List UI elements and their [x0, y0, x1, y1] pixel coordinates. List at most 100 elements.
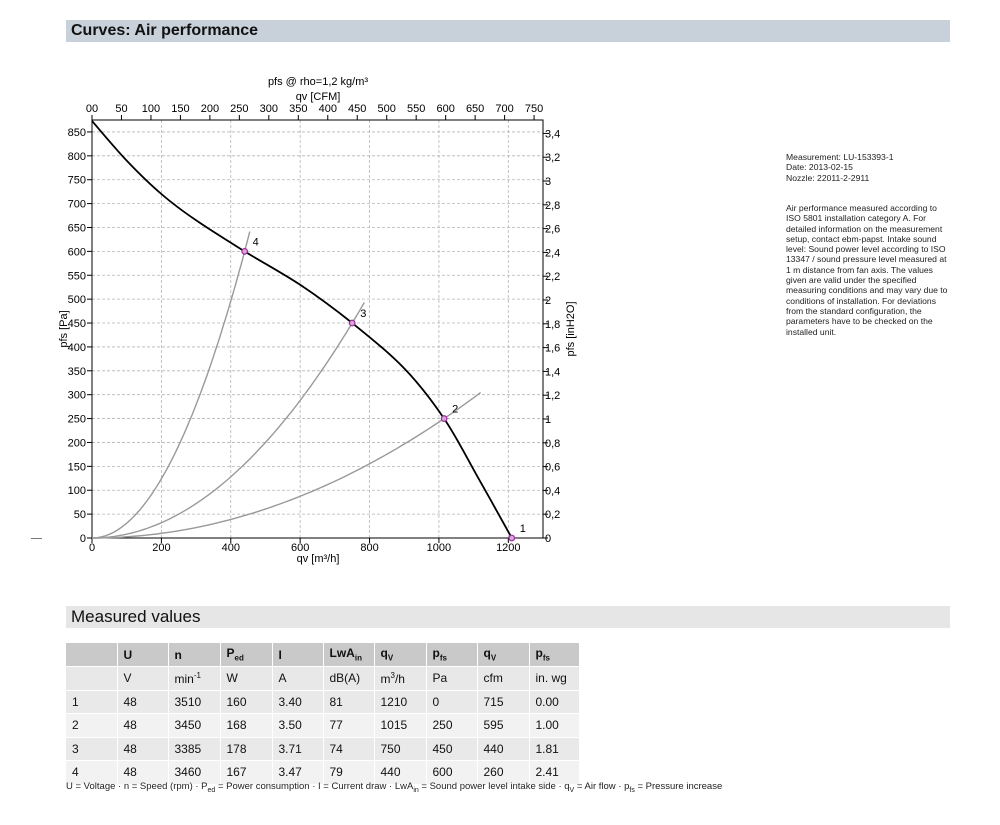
header-cell-ped: Ped — [220, 643, 273, 667]
x-axis-label: qv [m³/h] — [297, 553, 340, 565]
table-cell: 2 — [66, 713, 118, 738]
table-cell: 3450 — [168, 713, 221, 738]
table-cell: 4 — [66, 760, 118, 785]
table-cell: 0.00 — [529, 690, 580, 714]
x-top-tick-label: 750 — [525, 103, 543, 115]
unit-cell: m3/h — [374, 666, 427, 691]
header-cell-n: n — [168, 643, 221, 667]
y-tick-label: 250 — [68, 414, 86, 426]
table-cell: 77 — [323, 713, 375, 738]
system-curve-2 — [92, 392, 482, 539]
y-tick-label: 850 — [68, 127, 86, 139]
y-tick-label: 700 — [68, 199, 86, 211]
y-right-tick-label: 1,6 — [545, 343, 560, 355]
table-row: 1 48 3510 160 3.40 81 1210 0 715 0.00 — [66, 690, 580, 714]
measurement-info: Measurement: LU-153393-1 Date: 2013-02-1… — [786, 152, 951, 183]
operating-points: 1 2 3 4 — [241, 236, 526, 542]
y-right-tick-label: 0,4 — [545, 485, 560, 497]
y-tick-label: 650 — [68, 222, 86, 234]
y-tick-label: 600 — [68, 246, 86, 258]
table-cell: 2.41 — [529, 760, 580, 785]
x-top-tick-label: 200 — [201, 103, 219, 115]
x-tick-label: 1000 — [427, 542, 451, 554]
measurement-description: Air performance measured according to IS… — [786, 203, 948, 337]
table-cell: 250 — [426, 713, 478, 738]
y-tick-label: 500 — [68, 294, 86, 306]
y-tick-label: 200 — [68, 437, 86, 449]
table-cell: 3.71 — [272, 737, 324, 761]
y-tick-label: 400 — [68, 342, 86, 354]
x-top-tick-label: 300 — [260, 103, 278, 115]
unit-cell: min-1 — [168, 666, 221, 691]
x-top-tick-label: 650 — [466, 103, 484, 115]
curves-section-header: Curves: Air performance — [66, 20, 950, 42]
x-tick-label: 0 — [89, 542, 95, 554]
measurement-nozzle: Nozzle: 22011-2-2911 — [786, 172, 870, 183]
y-right-tick-label: 0,6 — [545, 462, 560, 474]
plot-frame — [91, 119, 544, 539]
operating-point-label-3: 3 — [360, 308, 366, 320]
measurement-id: Measurement: LU-153393-1 — [786, 152, 894, 162]
x-tick-label: 400 — [222, 542, 240, 554]
header-cell-lwa: LwAin — [323, 643, 375, 667]
curves-section-title: Curves: Air performance — [71, 22, 259, 39]
header-cell-qv: qV — [374, 643, 427, 667]
x-top-tick-label: 00 — [86, 103, 98, 115]
table-cell: 48 — [117, 760, 169, 785]
table-cell: 1.81 — [529, 737, 580, 761]
table-units-row: V min-1 W A dB(A) m3/h Pa cfm in. wg — [66, 666, 580, 691]
y-axis-label: pfs [Pa] — [58, 310, 70, 347]
y-tick-label: 750 — [68, 175, 86, 187]
y-tick-label: 150 — [68, 461, 86, 473]
table-cell: 3 — [66, 737, 118, 761]
y-tick-label: 100 — [68, 485, 86, 497]
table-cell: 160 — [220, 690, 273, 714]
table-cell: 167 — [220, 760, 273, 785]
table-cell: 3460 — [168, 760, 221, 785]
x-tick-label: 800 — [360, 542, 378, 554]
header-cell-pfs-inwg: pfs — [529, 643, 580, 667]
x-top-tick-label: 400 — [319, 103, 337, 115]
performance-curve — [91, 120, 513, 539]
system-curves — [91, 231, 482, 539]
y-right-tick-label: 3,4 — [545, 128, 560, 140]
operating-point-label-1: 1 — [520, 523, 526, 535]
header-cell-u: U — [117, 643, 169, 667]
table-cell: 1 — [66, 690, 118, 714]
unit-cell: cfm — [477, 666, 530, 691]
x-top-tick-label: 600 — [436, 103, 454, 115]
table-cell: 3.47 — [272, 760, 324, 785]
x-tick-label: 600 — [291, 542, 309, 554]
operating-point-label-4: 4 — [253, 236, 259, 248]
header-cell-pfs: pfs — [426, 643, 478, 667]
table-cell: 48 — [117, 737, 169, 761]
table-cell: 168 — [220, 713, 273, 738]
measured-section-header: Measured values — [66, 606, 950, 628]
chart-ticks: 0 200 400 600 800 1000 12000501001502002503003… — [68, 103, 561, 554]
table-cell: 81 — [323, 690, 375, 714]
table-cell: 595 — [477, 713, 530, 738]
table-header-row: U n Ped I LwAin qV pfs qV pfs — [66, 643, 580, 667]
operating-point-1 — [508, 534, 516, 542]
unit-cell: V — [117, 666, 169, 691]
unit-cell: W — [220, 666, 273, 691]
table-cell: 1015 — [374, 713, 427, 738]
table-cell: 74 — [323, 737, 375, 761]
x-tick-label: 200 — [152, 542, 170, 554]
table-cell: 440 — [374, 760, 427, 785]
table-cell: 48 — [117, 713, 169, 738]
y-tick-label: 300 — [68, 390, 86, 402]
unit-cell: dB(A) — [323, 666, 375, 691]
measurement-date: Date: 2013-02-15 — [786, 162, 853, 173]
x-top-tick-label: 350 — [289, 103, 307, 115]
table-cell: 715 — [477, 690, 530, 714]
unit-cell: in. wg — [529, 666, 580, 691]
unit-cell: A — [272, 666, 324, 691]
y-tick-label: 450 — [68, 318, 86, 330]
header-cell-empty — [66, 643, 118, 667]
chart-title: pfs @ rho=1,2 kg/m³ — [268, 76, 368, 88]
table-row: 4 48 3460 167 3.47 79 440 600 260 2.41 — [66, 760, 580, 785]
x-tick-label: 1200 — [496, 542, 520, 554]
y-right-tick-label: 2,4 — [545, 247, 560, 259]
x-top-tick-label: 450 — [348, 103, 366, 115]
